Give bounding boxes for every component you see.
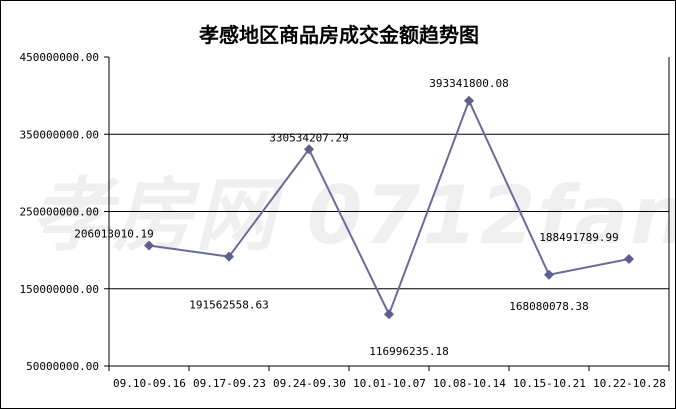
data-label: 116996235.18 xyxy=(369,345,448,358)
data-point-marker xyxy=(384,309,394,320)
x-tick-label: 09.10-09.16 xyxy=(113,377,186,390)
y-tick-label: 50000000.00 xyxy=(26,360,99,373)
x-tick-label: 10.08-10.14 xyxy=(433,377,506,390)
data-label: 188491789.99 xyxy=(539,231,618,244)
data-point-marker xyxy=(144,240,154,251)
series-line xyxy=(148,98,630,317)
data-point-marker xyxy=(304,144,314,155)
data-label: 330534207.29 xyxy=(269,131,348,144)
x-tick-label: 10.15-10.21 xyxy=(513,377,586,390)
y-tick-label: 450000000.00 xyxy=(20,51,99,64)
x-tick-label: 09.17-09.23 xyxy=(193,377,266,390)
x-tick-label: 09.24-09.30 xyxy=(273,377,346,390)
data-label: 206013010.19 xyxy=(74,227,153,240)
y-tick-label: 150000000.00 xyxy=(20,283,99,296)
data-point-marker xyxy=(464,95,474,106)
data-label: 191562558.63 xyxy=(189,299,268,312)
x-tick-label: 10.01-10.07 xyxy=(353,377,426,390)
y-tick-label: 350000000.00 xyxy=(20,128,99,141)
watermark-logo: 孝房网 0712fang.com xyxy=(31,169,675,262)
data-point-marker xyxy=(224,251,234,262)
data-label: 393341800.08 xyxy=(429,77,508,90)
x-tick-label: 10.22-10.28 xyxy=(593,377,666,390)
data-label: 168080078.38 xyxy=(509,300,588,313)
data-point-marker xyxy=(544,269,554,280)
data-point-marker xyxy=(624,254,634,265)
chart-title: 孝感地区商品房成交金额趋势图 xyxy=(199,23,479,47)
y-tick-label: 250000000.00 xyxy=(20,206,99,219)
